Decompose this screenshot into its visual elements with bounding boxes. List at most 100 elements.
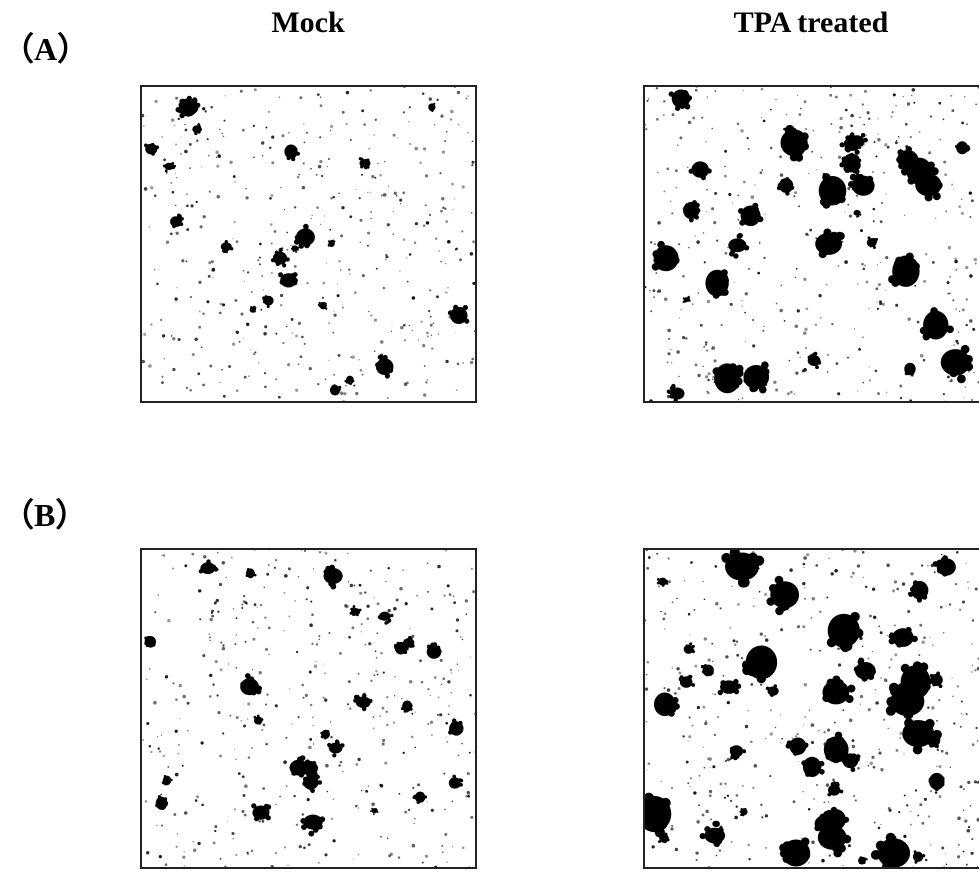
speck <box>974 669 976 671</box>
spot-fringe <box>850 132 855 137</box>
speck <box>868 708 871 711</box>
speck <box>445 550 446 551</box>
spot-fringe <box>324 737 327 740</box>
speck <box>675 169 678 172</box>
spot-fringe <box>886 706 896 716</box>
speck <box>948 293 950 295</box>
speck <box>312 215 313 216</box>
speck <box>830 123 832 125</box>
speck <box>959 311 960 312</box>
speck <box>223 395 226 398</box>
speck <box>919 131 921 133</box>
speck <box>885 256 888 259</box>
speck <box>415 712 416 713</box>
speck <box>377 602 380 605</box>
spot-fringe <box>927 162 935 170</box>
spot-fringe <box>280 280 285 285</box>
speck <box>715 90 717 92</box>
spot-fringe <box>832 177 840 185</box>
speck <box>975 263 977 265</box>
speck <box>180 137 181 138</box>
speck <box>433 323 434 324</box>
speck <box>185 260 187 262</box>
spot-fringe <box>859 142 864 147</box>
speck <box>448 705 450 707</box>
spot-fringe <box>691 683 695 687</box>
spot-fringe <box>858 658 864 664</box>
speck <box>829 854 831 856</box>
spot-fringe <box>831 843 840 852</box>
spot-fringe <box>368 699 372 703</box>
speck <box>285 737 287 739</box>
spot-fringe <box>383 355 388 360</box>
speck <box>447 680 450 683</box>
spot-fringe <box>329 565 335 571</box>
spot-fringe <box>850 153 853 156</box>
speck <box>770 732 773 735</box>
speck <box>941 750 944 753</box>
speck <box>943 865 945 867</box>
speck <box>446 131 447 132</box>
speck <box>923 280 926 283</box>
speck <box>417 783 420 786</box>
spot-fringe <box>920 327 928 335</box>
speck <box>371 175 374 178</box>
speck <box>444 833 447 836</box>
speck <box>699 775 701 777</box>
speck <box>196 795 199 798</box>
speck <box>789 360 791 362</box>
speck <box>178 338 181 341</box>
spot-fringe <box>387 617 390 620</box>
speck <box>707 391 710 394</box>
speck <box>962 600 965 603</box>
spot-fringe <box>849 140 854 145</box>
speck <box>460 636 462 638</box>
speck <box>878 752 881 755</box>
speck <box>668 338 670 340</box>
speck <box>275 559 277 561</box>
speck <box>236 667 238 669</box>
speck <box>414 818 415 819</box>
speck <box>268 111 270 113</box>
spot-fringe <box>328 244 330 246</box>
speck <box>186 228 189 231</box>
speck <box>241 604 243 606</box>
speck <box>404 339 406 341</box>
speck <box>386 711 388 713</box>
speck <box>688 741 689 742</box>
speck <box>377 163 378 164</box>
spot-fringe <box>657 241 665 249</box>
speck <box>863 124 865 126</box>
speck <box>748 858 750 860</box>
speck <box>265 648 268 651</box>
speck <box>289 688 290 689</box>
spot-fringe <box>946 326 954 334</box>
speck <box>950 767 951 768</box>
speck <box>446 862 447 863</box>
speck <box>195 799 198 802</box>
speck <box>838 265 840 267</box>
speck <box>403 324 406 327</box>
speck <box>259 263 261 265</box>
spot-fringe <box>808 356 812 360</box>
speck <box>374 351 375 352</box>
speck <box>202 107 205 110</box>
speck <box>959 785 962 788</box>
speck <box>189 167 191 169</box>
speck <box>142 739 144 741</box>
spot-fringe <box>325 308 327 310</box>
speck <box>963 397 964 398</box>
speck <box>283 592 285 594</box>
speck <box>869 308 870 309</box>
spot-fringe <box>801 132 809 140</box>
speck <box>280 294 283 297</box>
speck <box>330 125 333 128</box>
spot-fringe <box>667 839 670 842</box>
speck <box>747 137 749 139</box>
speck <box>877 308 879 310</box>
speck <box>224 120 226 122</box>
spot-fringe <box>448 310 453 315</box>
speck <box>781 285 783 287</box>
speck <box>275 804 276 805</box>
speck <box>936 720 938 722</box>
